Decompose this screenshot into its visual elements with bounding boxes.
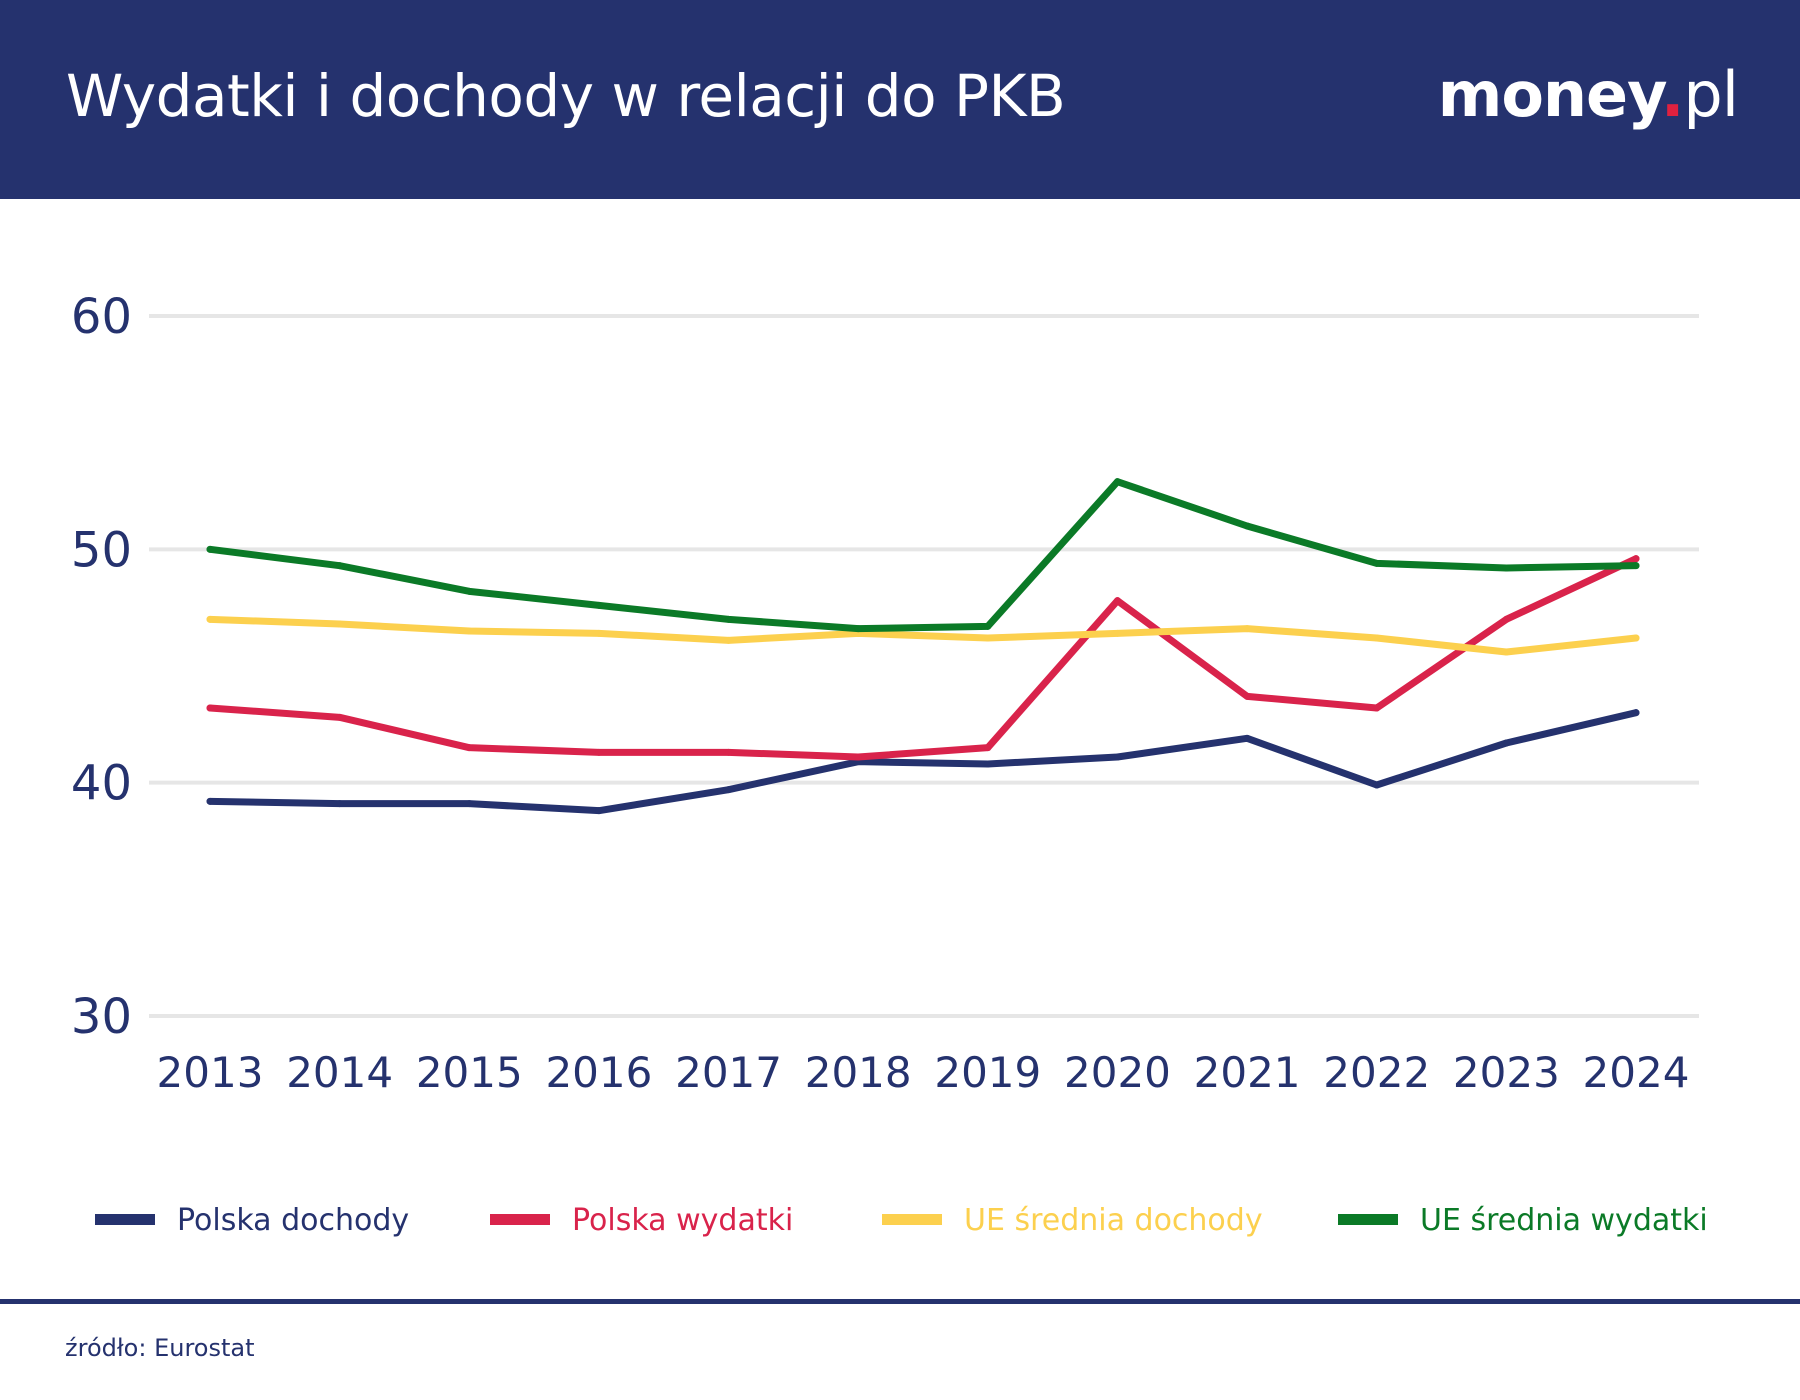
data-point xyxy=(1632,562,1640,570)
y-tick-label: 30 xyxy=(71,989,132,1045)
data-point xyxy=(725,786,733,794)
legend-swatch xyxy=(1338,1214,1398,1225)
header-bar: Wydatki i dochody w relacji do PKB money… xyxy=(0,0,1800,199)
data-point xyxy=(1502,615,1510,623)
data-point xyxy=(1113,753,1121,761)
data-point xyxy=(1243,734,1251,742)
legend-swatch xyxy=(490,1214,550,1225)
data-point xyxy=(1632,555,1640,563)
x-tick-label: 2017 xyxy=(675,1048,782,1097)
data-point xyxy=(206,704,214,712)
data-point xyxy=(595,629,603,637)
data-point xyxy=(1632,634,1640,642)
logo-suffix: pl xyxy=(1683,58,1739,131)
data-point xyxy=(1632,709,1640,717)
data-point xyxy=(206,797,214,805)
source-note: źródło: Eurostat xyxy=(65,1334,255,1362)
legend-label: UE średnia wydatki xyxy=(1420,1203,1708,1238)
data-point xyxy=(725,748,733,756)
data-point xyxy=(336,620,344,628)
data-point xyxy=(465,800,473,808)
logo-main: money xyxy=(1437,58,1662,131)
line-chart: 60 50 40 30 2013 2014 2015 2016 2017 2018 2019 2020… xyxy=(71,289,1708,1238)
data-point xyxy=(336,713,344,721)
data-point xyxy=(595,601,603,609)
data-point xyxy=(984,760,992,768)
x-tick-label: 2024 xyxy=(1583,1048,1690,1097)
data-point xyxy=(1502,564,1510,572)
data-point xyxy=(465,627,473,635)
legend-swatch xyxy=(95,1214,155,1225)
data-point xyxy=(1113,629,1121,637)
x-tick-label: 2013 xyxy=(157,1048,264,1097)
data-point xyxy=(465,744,473,752)
footer-divider xyxy=(0,1299,1800,1304)
data-point xyxy=(854,625,862,633)
data-point xyxy=(1113,478,1121,486)
data-point xyxy=(465,587,473,595)
logo-dot: . xyxy=(1660,58,1685,131)
x-tick-label: 2023 xyxy=(1453,1048,1560,1097)
data-point xyxy=(1373,781,1381,789)
data-point xyxy=(1243,522,1251,530)
x-tick-label: 2014 xyxy=(286,1048,393,1097)
data-point xyxy=(1373,559,1381,567)
data-point xyxy=(206,615,214,623)
y-tick-label: 40 xyxy=(71,756,132,812)
data-point xyxy=(1502,648,1510,656)
y-tick-label: 60 xyxy=(71,289,132,345)
x-tick-label: 2019 xyxy=(934,1048,1041,1097)
series-line-0 xyxy=(206,709,1640,815)
x-tick-label: 2018 xyxy=(805,1048,912,1097)
data-point xyxy=(206,545,214,553)
x-tick-label: 2021 xyxy=(1194,1048,1301,1097)
data-point xyxy=(1373,634,1381,642)
data-point xyxy=(1373,704,1381,712)
data-point xyxy=(984,634,992,642)
series-line-3 xyxy=(206,478,1640,633)
legend-label: Polska wydatki xyxy=(572,1203,793,1238)
page-title: Wydatki i dochody w relacji do PKB xyxy=(66,62,1066,130)
data-point xyxy=(1243,692,1251,700)
data-point xyxy=(595,748,603,756)
data-point xyxy=(1243,625,1251,633)
series-line-1 xyxy=(206,555,1640,761)
y-tick-label: 50 xyxy=(71,522,132,578)
series-line-2 xyxy=(206,615,1640,656)
x-tick-label: 2022 xyxy=(1323,1048,1430,1097)
money-pl-logo: money.pl xyxy=(1437,58,1739,131)
data-point xyxy=(336,562,344,570)
data-point xyxy=(595,807,603,815)
data-point xyxy=(336,800,344,808)
data-point xyxy=(984,744,992,752)
data-point xyxy=(984,622,992,630)
data-point xyxy=(725,615,733,623)
legend-label: Polska dochody xyxy=(177,1203,409,1238)
data-point xyxy=(854,753,862,761)
x-tick-label: 2020 xyxy=(1064,1048,1171,1097)
data-point xyxy=(725,636,733,644)
data-point xyxy=(1502,739,1510,747)
data-point xyxy=(1113,597,1121,605)
x-tick-label: 2015 xyxy=(416,1048,523,1097)
legend-label: UE średnia dochody xyxy=(964,1203,1263,1238)
legend-swatch xyxy=(882,1214,942,1225)
x-tick-label: 2016 xyxy=(545,1048,652,1097)
